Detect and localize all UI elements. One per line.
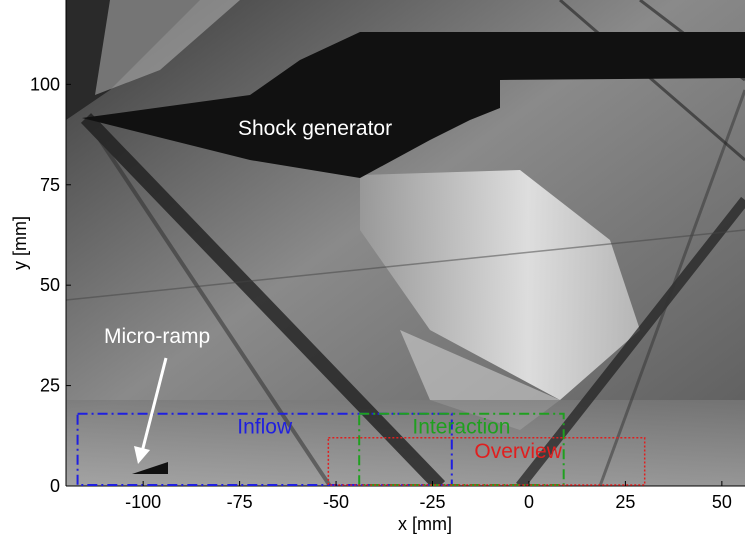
y-axis-label: y [mm] [10, 216, 30, 270]
region-box-overview [327, 437, 646, 486]
x-tick-label: -100 [125, 492, 161, 512]
x-tick-label: 0 [524, 492, 534, 512]
region-box-interaction [358, 412, 565, 487]
x-tick-label: -50 [323, 492, 349, 512]
y-tick-label: 0 [50, 476, 60, 496]
x-tick-label: -75 [227, 492, 253, 512]
y-tick-label: 75 [40, 175, 60, 195]
y-axis-ticks: 0 25 50 75 100 [30, 74, 71, 496]
y-tick-label: 50 [40, 275, 60, 295]
x-tick-label: 50 [712, 492, 732, 512]
x-axis-label: x [mm] [398, 514, 452, 534]
axes [65, 0, 745, 487]
region-label-inflow: Inflow [237, 416, 293, 439]
micro-ramp-label: Micro-ramp [104, 325, 210, 348]
region-label-overview: Overview [474, 440, 562, 463]
annotations: Shock generator Micro-ramp [104, 117, 392, 464]
region-box-inflow [76, 412, 453, 487]
x-tick-label: 25 [615, 492, 635, 512]
micro-ramp-arrow [134, 357, 168, 464]
shock-generator-label: Shock generator [238, 117, 392, 140]
y-tick-label: 25 [40, 376, 60, 396]
x-tick-label: -25 [419, 492, 445, 512]
y-tick-label: 100 [30, 74, 60, 94]
region-label-interaction: Interaction [412, 416, 510, 439]
x-axis-ticks: -100 -75 -50 -25 0 25 50 [125, 481, 732, 512]
